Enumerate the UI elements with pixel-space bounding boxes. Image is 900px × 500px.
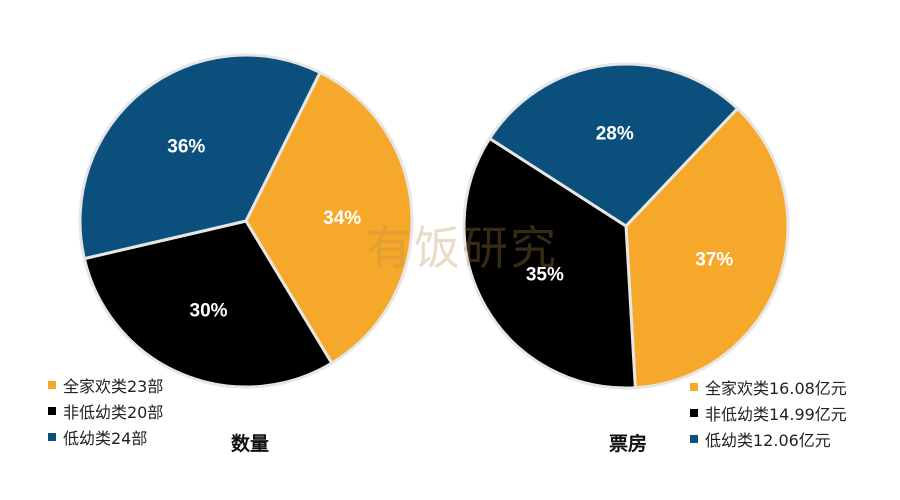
legend-label-low-age: 低幼类24部 (63, 429, 148, 448)
pie-slice-family (624, 106, 790, 390)
legend-swatch-non-low-age (690, 409, 698, 417)
data-label-family: 34% (323, 208, 361, 229)
pie-slice-non-low-age (462, 136, 637, 390)
legend-quantity: 全家欢类23部 非低幼类20部 低幼类24部 (48, 372, 163, 450)
legend-box-office: 全家欢类16.08亿元 非低幼类14.99亿元 低幼类12.06亿元 (690, 374, 847, 452)
chart-title-box-office: 票房 (609, 433, 648, 455)
pie-slice-low-age (488, 62, 740, 228)
data-label-low-age: 28% (596, 124, 634, 145)
legend-label-family: 全家欢类23部 (63, 377, 164, 396)
pie-quantity: 34% 30% 36% (78, 53, 414, 389)
legend-swatch-low-age (690, 435, 698, 443)
pie-slice-family (244, 70, 414, 365)
data-label-low-age: 36% (167, 136, 205, 157)
legend-item-low-age: 低幼类12.06亿元 (690, 426, 847, 452)
legend-item-family: 全家欢类23部 (48, 372, 163, 398)
legend-swatch-family (690, 383, 698, 391)
pie-box-office: 37% 35% 28% (462, 62, 790, 390)
data-label-non-low-age: 30% (190, 301, 228, 322)
pie-slice-low-age (78, 53, 322, 261)
legend-item-non-low-age: 非低幼类20部 (48, 398, 163, 424)
legend-item-low-age: 低幼类24部 (48, 424, 163, 450)
legend-swatch-family (48, 381, 56, 389)
data-label-non-low-age: 35% (526, 264, 564, 285)
legend-label-non-low-age: 非低幼类20部 (63, 403, 164, 422)
legend-label-family: 全家欢类16.08亿元 (705, 379, 847, 398)
legend-swatch-low-age (48, 433, 56, 441)
legend-label-non-low-age: 非低幼类14.99亿元 (705, 405, 847, 424)
legend-swatch-non-low-age (48, 407, 56, 415)
pie-slice-non-low-age (82, 219, 334, 389)
legend-label-low-age: 低幼类12.06亿元 (705, 431, 831, 450)
data-label-family: 37% (695, 249, 733, 270)
legend-item-family: 全家欢类16.08亿元 (690, 374, 847, 400)
chart-title-quantity: 数量 (231, 433, 270, 455)
legend-item-non-low-age: 非低幼类14.99亿元 (690, 400, 847, 426)
